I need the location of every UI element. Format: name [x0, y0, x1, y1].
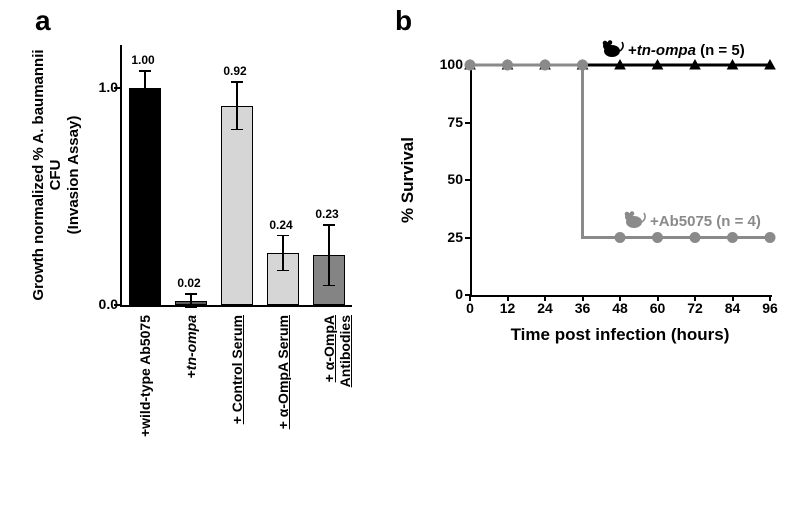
panel-b-xtick-label: 48 [605, 300, 635, 316]
panel-a-errorbar-cap [277, 270, 289, 272]
panel-a: a Growth normalized % A. baumannii CFU (… [10, 5, 390, 525]
panel-b-xtick-label: 96 [755, 300, 785, 316]
panel-b-series-marker [540, 60, 550, 70]
panel-b-xtick-label: 0 [455, 300, 485, 316]
panel-b-series-svg [470, 65, 770, 295]
panel-b-series-marker [615, 233, 625, 243]
panel-b-label: b [395, 5, 412, 37]
panel-a-errorbar [236, 82, 238, 130]
panel-b-series-marker [578, 60, 588, 70]
panel-b-legend-item: +tn-ompa (n = 5) [598, 39, 745, 59]
panel-a-bar [221, 106, 253, 305]
panel-a-category-label: + Control Serum [229, 315, 245, 455]
panel-b-ytick-label: 75 [433, 114, 463, 130]
panel-a-errorbar-cap [323, 224, 335, 226]
panel-a-bar [129, 88, 161, 305]
panel-a-errorbar [328, 225, 330, 286]
panel-b-chart: % Survival Time post infection (hours) 0… [420, 45, 790, 385]
panel-b-series-marker [503, 60, 513, 70]
panel-b-xtick-label: 12 [493, 300, 523, 316]
panel-a-errorbar-cap [231, 129, 243, 131]
panel-a-value-label: 0.24 [261, 218, 301, 232]
panel-a-category-label: + α-OmpA Antibodies [321, 315, 353, 455]
panel-a-label: a [35, 5, 51, 37]
panel-a-ylabel-line2: (Invasion Assay) [65, 116, 82, 235]
panel-a-errorbar [282, 236, 284, 271]
panel-b-series-marker [653, 233, 663, 243]
panel-a-errorbar-cap [139, 105, 151, 107]
panel-b-xtick-label: 24 [530, 300, 560, 316]
panel-a-value-label: 0.23 [307, 207, 347, 221]
panel-b-series-marker [765, 233, 775, 243]
panel-b-ylabel: % Survival [398, 65, 418, 295]
panel-b-xtick-label: 60 [643, 300, 673, 316]
panel-a-value-label: 0.92 [215, 64, 255, 78]
panel-b-ytick-label: 25 [433, 229, 463, 245]
panel-b-series-marker [465, 60, 475, 70]
panel-b-legend-item: +Ab5075 (n = 4) [620, 210, 761, 230]
panel-a-errorbar-cap [277, 235, 289, 237]
panel-b-xtick-label: 36 [568, 300, 598, 316]
panel-a-category-label: +tn-ompa [183, 315, 199, 455]
panel-a-category-label: +wild-type Ab5075 [137, 315, 153, 455]
panel-a-errorbar-cap [139, 70, 151, 72]
panel-a-category-label: + α-OmpA Serum [275, 315, 291, 455]
panel-a-errorbar-cap [231, 81, 243, 83]
panel-a-ylabel-line1: Growth normalized % A. baumannii CFU [30, 49, 64, 300]
panel-b-ytick-label: 50 [433, 171, 463, 187]
panel-a-errorbar [190, 294, 192, 307]
panel-a-value-label: 1.00 [123, 53, 163, 67]
panel-b-series-marker [690, 233, 700, 243]
panel-b-ytick-label: 100 [433, 56, 463, 72]
panel-b: b % Survival Time post infection (hours)… [395, 5, 795, 435]
panel-a-value-label: 0.02 [169, 276, 209, 290]
panel-a-ylabel: Growth normalized % A. baumannii CFU (In… [30, 45, 82, 305]
panel-b-xlabel: Time post infection (hours) [470, 325, 770, 345]
panel-a-plot-area [120, 45, 352, 307]
panel-a-errorbar-cap [185, 293, 197, 295]
panel-a-errorbar [144, 71, 146, 106]
panel-a-errorbar-cap [323, 285, 335, 287]
panel-b-xtick-label: 72 [680, 300, 710, 316]
panel-b-series-marker [728, 233, 738, 243]
panel-a-errorbar-cap [185, 306, 197, 308]
panel-b-xtick-label: 84 [718, 300, 748, 316]
panel-a-chart: Growth normalized % A. baumannii CFU (In… [70, 45, 370, 335]
figure: a Growth normalized % A. baumannii CFU (… [0, 0, 800, 530]
